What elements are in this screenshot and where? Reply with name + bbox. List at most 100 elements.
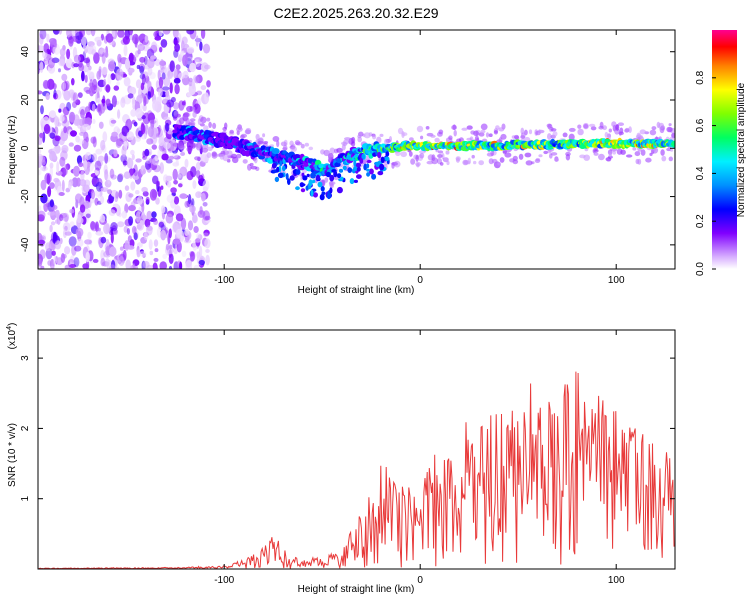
ridge-scatter	[279, 160, 283, 167]
noise-speck	[160, 185, 164, 190]
ridge-haze	[491, 158, 498, 164]
ridge-haze	[357, 136, 363, 143]
ridge-haze	[568, 133, 575, 141]
noise-speck	[142, 39, 151, 47]
snr-ticks: -100 0 100 1 2 3	[20, 330, 675, 586]
noise-speck	[75, 31, 83, 40]
ridge-haze	[244, 129, 251, 135]
noise-speck	[84, 117, 92, 126]
ridge-haze	[582, 122, 589, 130]
noise-speck	[169, 60, 175, 72]
noise-speck	[169, 82, 173, 94]
noise-speck	[198, 259, 205, 266]
noise-speck	[90, 221, 96, 230]
ridge-haze	[434, 137, 440, 143]
noise-speck	[110, 260, 116, 269]
noise-speck	[168, 265, 173, 269]
noise-speck	[75, 177, 82, 187]
noise-speck	[173, 39, 179, 45]
noise-speck	[92, 153, 98, 162]
noise-speck	[189, 251, 195, 262]
noise-speck	[198, 174, 204, 183]
noise-speck	[130, 181, 136, 191]
noise-speck	[94, 169, 99, 176]
ridge-haze	[602, 125, 607, 131]
ridge-haze	[579, 154, 586, 159]
ridge-scatter	[366, 172, 371, 177]
noise-speck	[43, 123, 51, 135]
noise-speck	[179, 261, 183, 269]
noise-speck	[173, 155, 181, 160]
noise-speck	[194, 76, 200, 84]
noise-speck	[110, 119, 117, 124]
noise-speck	[128, 216, 134, 226]
ridge-scatter	[342, 165, 347, 171]
noise-speck	[39, 132, 44, 139]
noise-speck	[128, 86, 137, 96]
noise-speck	[94, 190, 101, 197]
ridge-haze	[461, 127, 468, 131]
noise-speck	[202, 179, 210, 191]
ridge-haze	[456, 138, 462, 143]
noise-speck	[42, 79, 50, 89]
noise-speck	[170, 187, 177, 194]
noise-speck	[85, 136, 89, 143]
ridge-haze	[550, 152, 558, 156]
ridge-scatter	[333, 170, 338, 178]
ridge-scatter	[380, 156, 385, 163]
noise-speck	[58, 192, 65, 196]
noise-speck	[154, 36, 162, 41]
noise-speck	[189, 62, 197, 73]
ridge-haze	[632, 147, 637, 151]
ridge-haze	[430, 134, 436, 138]
ridge-haze	[514, 134, 519, 140]
ridge-haze	[497, 162, 501, 166]
noise-speck	[105, 245, 111, 256]
noise-speck	[50, 265, 55, 269]
ridge-haze	[308, 146, 314, 151]
colorbar-tick-label: 0.6	[695, 118, 706, 132]
ridge-haze	[592, 148, 596, 154]
noise-speck	[175, 228, 183, 239]
snr-scale-suffix: )	[7, 323, 18, 326]
ridge-haze	[473, 160, 477, 165]
ridge-haze	[437, 154, 443, 158]
noise-speck	[128, 193, 134, 198]
noise-speck	[187, 48, 194, 54]
noise-speck	[156, 96, 162, 105]
noise-speck	[186, 105, 194, 113]
noise-speck	[38, 153, 43, 163]
noise-speck	[105, 33, 114, 43]
spectrogram-panel: -100 0 100 -40 -20 0 20 40 Height of straight l…	[7, 29, 676, 296]
noise-speck	[104, 169, 109, 181]
ridge-haze	[263, 141, 269, 144]
ridge-scatter	[353, 179, 358, 183]
noise-speck	[152, 262, 158, 269]
noise-speck	[54, 240, 62, 250]
ridge-haze	[272, 136, 280, 142]
noise-speck	[40, 105, 44, 115]
noise-speck	[108, 209, 116, 217]
noise-speck	[177, 174, 182, 179]
noise-speck	[159, 261, 167, 269]
ridge-haze	[577, 128, 584, 136]
ridge-scatter	[320, 186, 325, 192]
noise-speck	[147, 80, 152, 93]
noise-speck	[181, 250, 187, 257]
noise-speck	[162, 97, 168, 104]
noise-speck	[135, 190, 140, 195]
noise-speck	[110, 73, 116, 81]
noise-speck	[69, 264, 77, 268]
noise-speck	[92, 258, 99, 263]
noise-speck	[172, 30, 179, 38]
noise-speck	[125, 259, 131, 269]
noise-speck	[117, 109, 121, 119]
ridge-haze	[250, 165, 258, 170]
noise-speck	[87, 231, 92, 239]
noise-speck	[49, 224, 53, 233]
ridge-haze	[328, 181, 336, 185]
colorbar-tick-label: 0.4	[695, 166, 706, 180]
noise-speck	[180, 152, 186, 156]
noise-speck	[158, 30, 163, 37]
noise-speck	[45, 242, 52, 252]
